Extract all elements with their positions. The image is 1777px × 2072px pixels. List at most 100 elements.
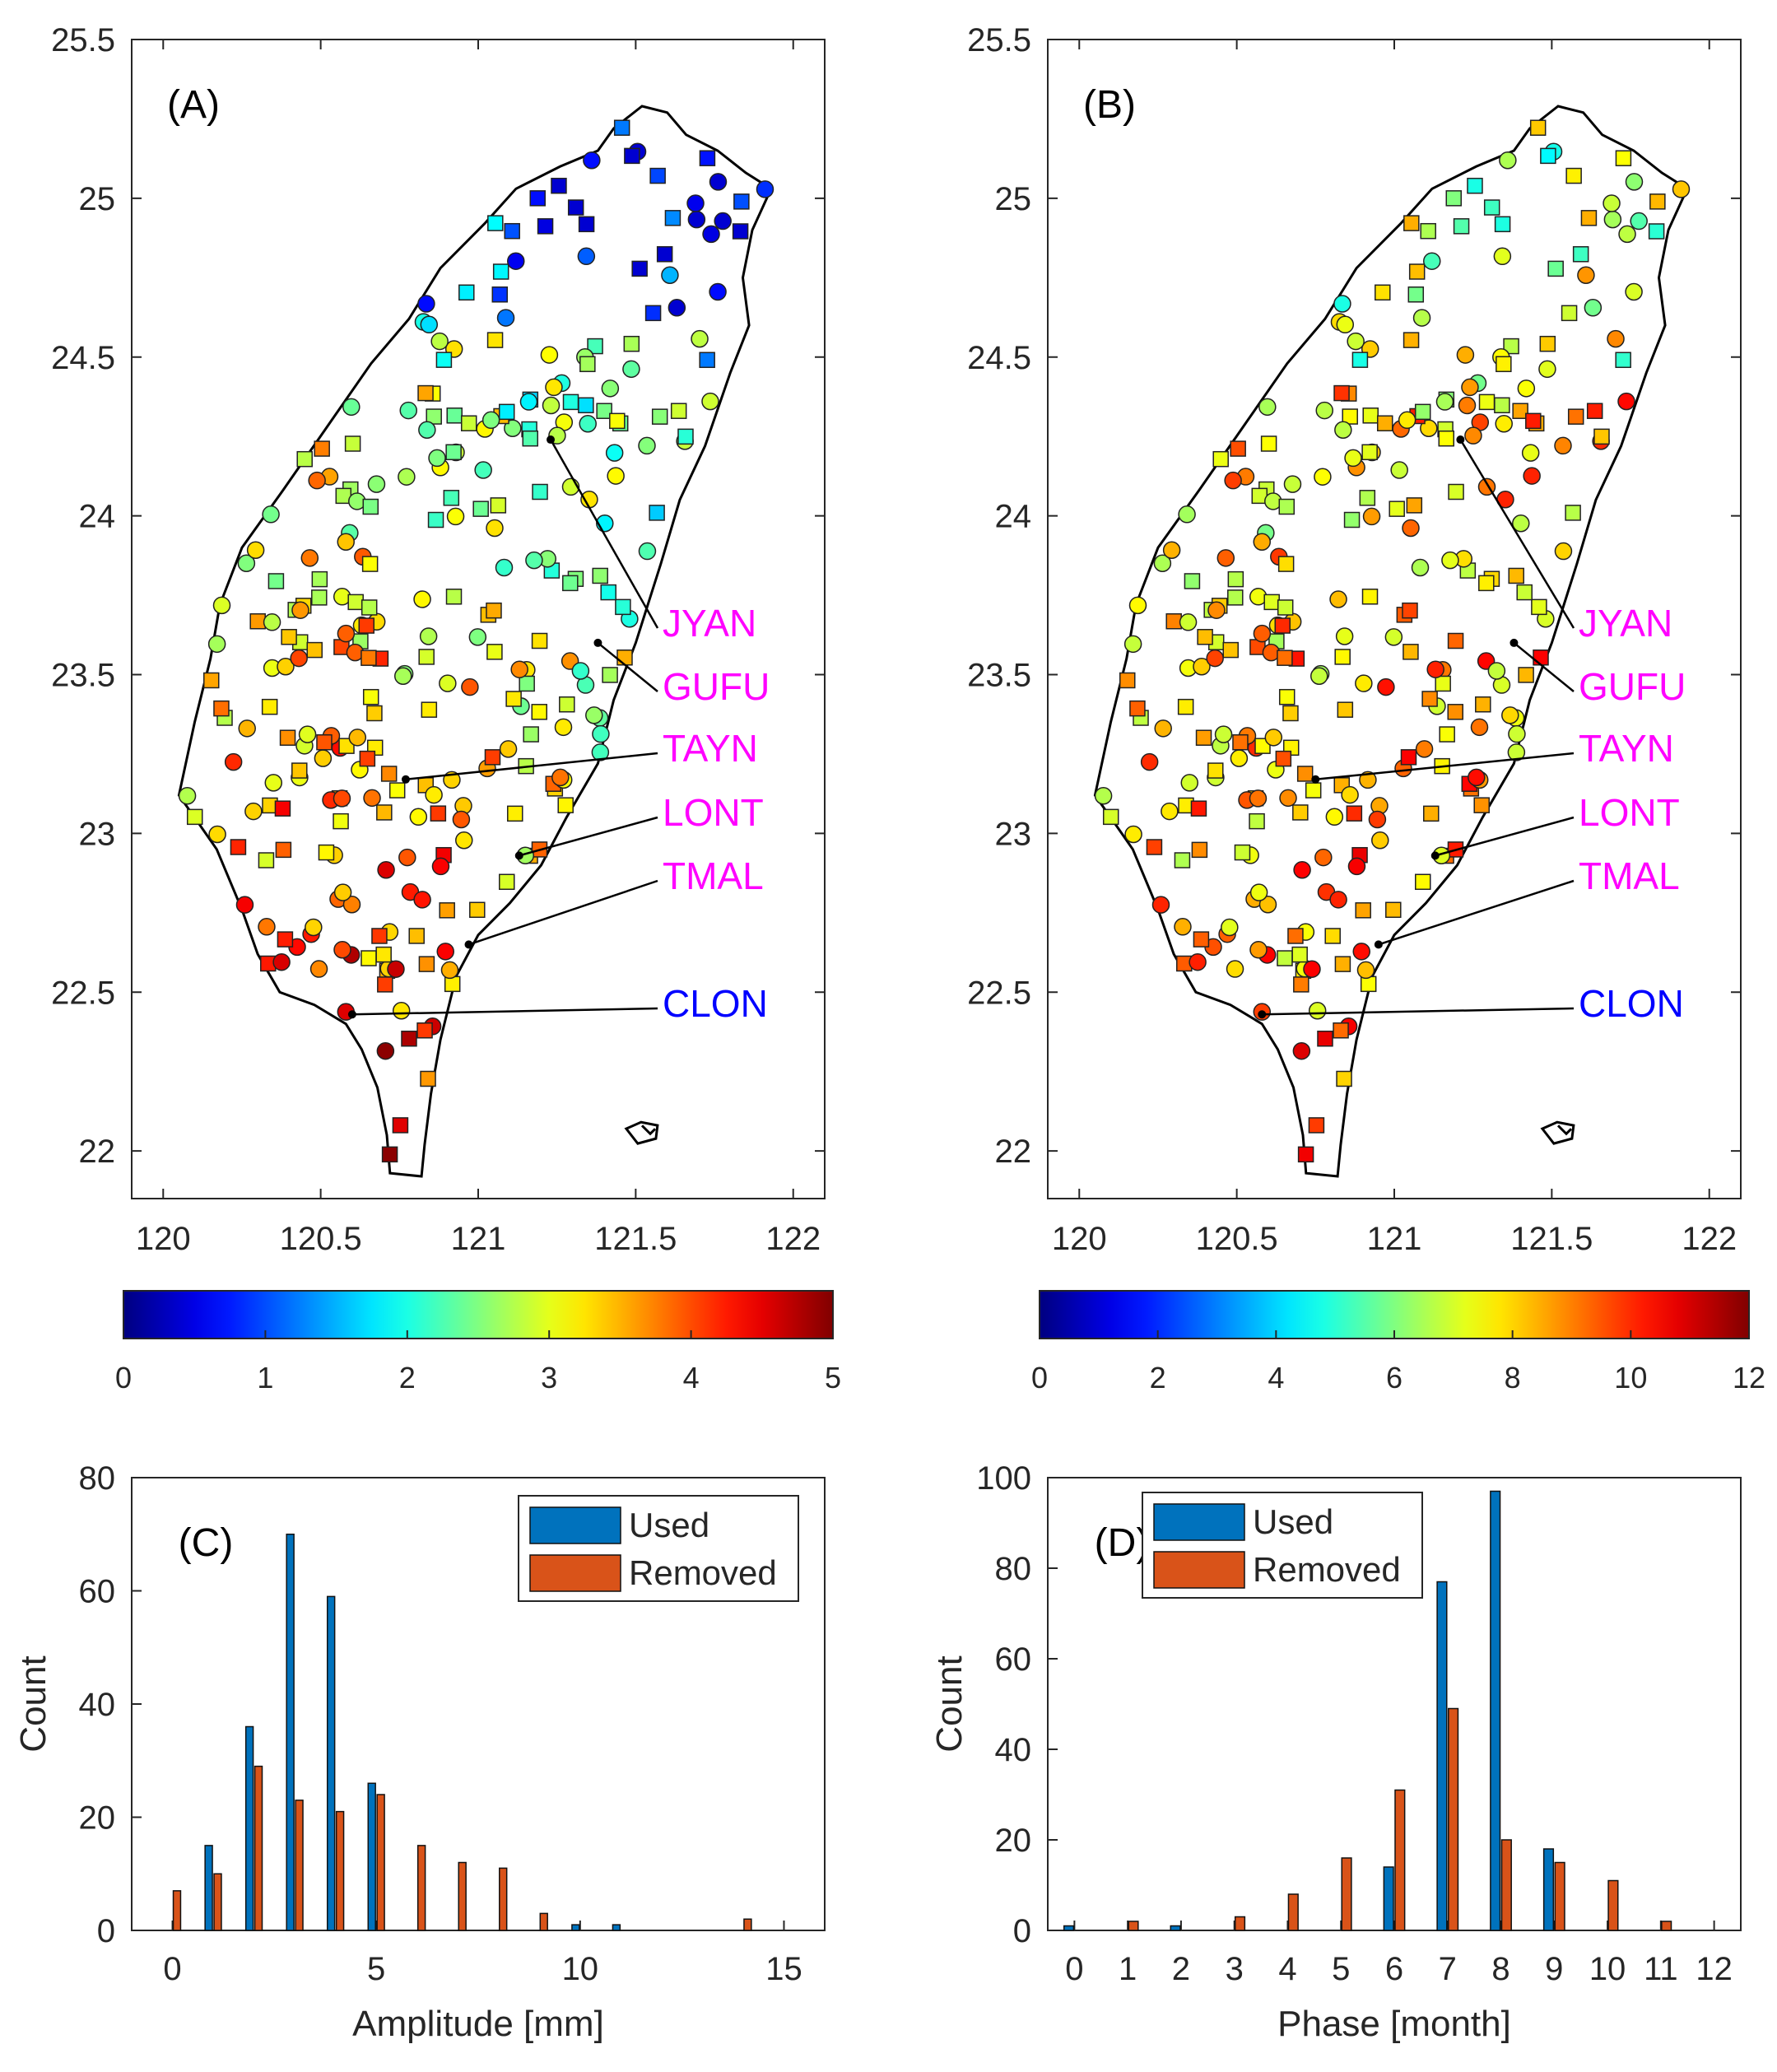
y-tick-label: 23	[995, 816, 1032, 852]
station-marker	[237, 554, 256, 573]
bar-removed	[213, 1873, 222, 1931]
station-marker	[427, 511, 444, 528]
x-tick-label: 0	[163, 1951, 181, 1987]
station-marker	[1672, 180, 1691, 198]
station-marker	[409, 808, 428, 826]
colorbar-tick-label: 8	[1505, 1361, 1521, 1395]
station-marker	[677, 428, 694, 445]
station-marker	[1333, 384, 1350, 402]
station-marker	[1314, 468, 1332, 486]
station-marker	[333, 789, 351, 808]
station-marker	[1234, 844, 1251, 861]
station-marker	[1253, 624, 1272, 643]
station-marker	[519, 675, 535, 692]
station-marker	[506, 252, 525, 270]
station-marker	[714, 212, 732, 230]
station-marker	[381, 1146, 398, 1163]
station-marker	[445, 444, 462, 461]
panel-label-a: (A)	[167, 83, 220, 127]
station-marker	[1512, 403, 1528, 419]
station-marker	[445, 589, 463, 605]
station-marker	[1607, 329, 1625, 348]
x-tick-label: 120.5	[280, 1221, 362, 1257]
station-marker	[559, 696, 575, 713]
station-marker	[631, 260, 648, 277]
station-marker	[439, 902, 455, 919]
bar-removed	[254, 1765, 263, 1931]
bar-used	[1170, 1925, 1181, 1931]
station-marker	[1230, 440, 1246, 457]
bar-removed	[1128, 1921, 1139, 1931]
station-marker	[600, 584, 616, 601]
station-marker	[507, 805, 523, 822]
station-marker	[531, 704, 548, 720]
station-marker	[408, 928, 425, 944]
station-marker	[425, 785, 443, 804]
station-marker	[1516, 584, 1533, 601]
station-marker	[638, 436, 656, 455]
station-marker	[1279, 789, 1297, 808]
station-marker	[1249, 789, 1268, 808]
x-tick-label: 12	[1696, 1951, 1733, 1987]
station-marker	[1190, 800, 1207, 817]
station-marker	[264, 774, 283, 792]
station-marker	[416, 1022, 433, 1039]
x-tick-label: 5	[367, 1951, 385, 1987]
station-marker	[1263, 594, 1280, 611]
station-marker	[1344, 449, 1362, 468]
bar-used	[1436, 1581, 1448, 1931]
station-marker	[1341, 785, 1359, 804]
colorbar-tick-label: 4	[683, 1361, 700, 1395]
legend-swatch-used	[1153, 1503, 1245, 1541]
station-marker	[1165, 612, 1182, 630]
station-marker	[1123, 635, 1142, 654]
station-marker	[1314, 848, 1333, 867]
station-marker	[244, 802, 263, 821]
station-marker	[1412, 309, 1431, 327]
station-marker	[1525, 412, 1542, 430]
station-marker	[1406, 497, 1423, 514]
station-marker	[311, 589, 328, 606]
station-marker	[418, 956, 435, 972]
station-marker	[499, 873, 515, 891]
station-marker	[238, 719, 256, 738]
station-marker	[1565, 167, 1582, 184]
station-arrow-head	[1510, 638, 1519, 647]
station-marker	[1180, 774, 1199, 792]
station-marker	[362, 688, 379, 705]
station-marker	[649, 505, 665, 521]
x-tick-label: 121	[1367, 1221, 1422, 1257]
station-marker	[275, 841, 292, 859]
station-marker	[1561, 305, 1578, 322]
station-marker	[1329, 891, 1347, 909]
station-marker	[1193, 931, 1210, 948]
station-marker	[1501, 706, 1519, 724]
station-marker	[333, 940, 351, 959]
station-marker	[591, 743, 610, 761]
station-marker	[1483, 199, 1500, 216]
station-marker	[490, 497, 507, 514]
station-marker	[1478, 575, 1495, 592]
station-marker	[1359, 771, 1377, 789]
station-marker	[1423, 805, 1440, 822]
station-marker	[1518, 667, 1534, 683]
y-tick-label: 25.5	[51, 22, 115, 58]
station-marker	[1464, 426, 1482, 445]
station-marker	[375, 946, 392, 963]
x-tick-label: 8	[1491, 1951, 1510, 1987]
station-marker	[1508, 724, 1526, 743]
station-marker	[439, 674, 457, 692]
y-tick-label: 23.5	[51, 658, 115, 694]
station-marker	[469, 901, 486, 919]
station-marker	[638, 542, 657, 561]
legend-label-removed: Removed	[629, 1553, 777, 1592]
station-marker	[401, 1030, 417, 1047]
station-marker	[562, 393, 579, 411]
station-marker	[1493, 247, 1512, 266]
station-marker	[1303, 960, 1321, 978]
station-marker	[1362, 507, 1381, 526]
station-marker	[362, 498, 379, 515]
station-marker	[1216, 549, 1235, 567]
station-marker	[701, 392, 719, 411]
legend-label-removed: Removed	[1253, 1550, 1401, 1589]
